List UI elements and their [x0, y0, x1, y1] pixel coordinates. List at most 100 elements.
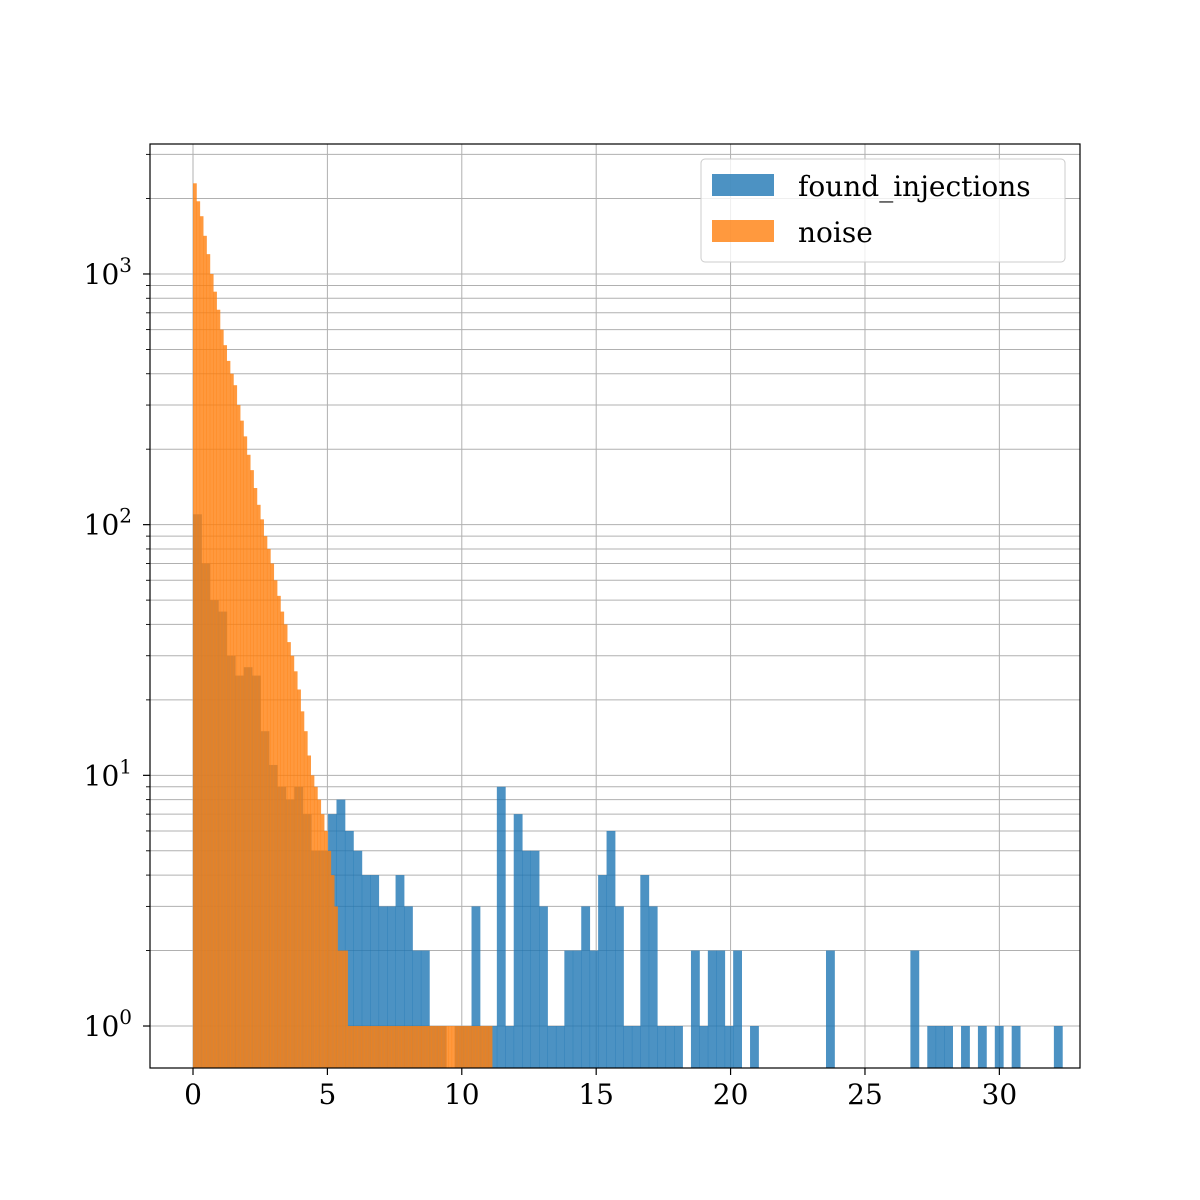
bar-noise-24: [273, 580, 278, 1068]
bar-noise-6: [213, 291, 217, 1068]
bar-noise-26: [280, 611, 285, 1068]
bar-noise-88: [488, 1026, 493, 1068]
bar-noise-20: [260, 519, 264, 1068]
bar-noise-75: [444, 1026, 449, 1068]
bar-noise-64: [408, 1026, 412, 1068]
legend-swatch-found-injections: [712, 174, 774, 196]
bar-noise-16: [246, 454, 251, 1068]
legend: found_injections noise: [700, 158, 1066, 263]
x-tick-label-3: 15: [578, 1078, 614, 1111]
bar-noise-86: [481, 1026, 486, 1068]
x-tick-label-6: 30: [982, 1078, 1018, 1111]
bar-noise-60: [394, 1026, 399, 1068]
bar-noise-45: [344, 950, 348, 1068]
bar-noise-84: [475, 1026, 479, 1068]
bar-noise-43: [337, 950, 342, 1068]
bar-noise-73: [438, 1026, 443, 1068]
bar-noise-58: [387, 1026, 392, 1068]
bar-found_injections-47: [589, 950, 599, 1068]
bar-noise-11: [229, 373, 234, 1068]
bar-found_injections-26: [412, 950, 422, 1068]
bar-noise-8: [219, 329, 224, 1069]
bar-found_injections-51: [623, 1026, 633, 1068]
x-tick-label-4: 20: [713, 1078, 749, 1111]
bars-noise: [193, 183, 493, 1069]
bar-noise-31: [297, 689, 301, 1068]
x-tick-label-0: 0: [184, 1078, 202, 1111]
bar-found_injections-42: [547, 1026, 557, 1068]
legend-label-noise: noise: [798, 216, 873, 249]
x-tick-label-2: 10: [444, 1078, 480, 1111]
bar-noise-7: [216, 309, 221, 1069]
legend-box: [700, 158, 1066, 263]
bar-noise-21: [263, 536, 268, 1068]
bar-found_injections-44: [564, 950, 574, 1068]
bar-found_injections-18: [344, 830, 354, 1068]
bar-noise-41: [330, 875, 335, 1068]
y-tick-label-2: 102: [84, 504, 132, 542]
bar-noise-9: [223, 345, 228, 1069]
bar-noise-55: [377, 1026, 382, 1068]
bar-noise-13: [236, 405, 241, 1068]
bar-noise-15: [243, 436, 248, 1068]
bar-found_injections-52: [631, 1026, 641, 1068]
bar-found_injections-64: [733, 950, 742, 1068]
bar-noise-40: [327, 850, 332, 1068]
bar-noise-1: [196, 201, 201, 1068]
bar-noise-82: [468, 1026, 473, 1068]
bar-noise-77: [451, 1026, 456, 1068]
bar-found_injections-88: [935, 1026, 945, 1068]
bar-noise-23: [270, 563, 275, 1068]
bar-found_injections-37: [505, 1026, 515, 1068]
bar-found_injections-61: [707, 950, 717, 1068]
bar-found_injections-55: [657, 1026, 667, 1068]
bar-found_injections-87: [927, 1026, 937, 1068]
bar-noise-30: [293, 671, 298, 1068]
plot-frame: [149, 143, 1081, 1069]
bar-noise-19: [256, 504, 261, 1068]
bar-noise-74: [441, 1026, 446, 1068]
bar-found_injections-23: [387, 906, 396, 1068]
bar-noise-66: [414, 1026, 419, 1068]
bar-noise-37: [317, 799, 322, 1068]
bar-found_injections-27: [420, 950, 430, 1068]
bar-found_injections-97: [1011, 1026, 1021, 1068]
bar-found_injections-50: [615, 906, 624, 1068]
bar-noise-87: [485, 1026, 490, 1068]
bar-noise-61: [397, 1026, 402, 1068]
bar-noise-32: [300, 711, 305, 1068]
bar-noise-50: [360, 1026, 365, 1068]
bar-noise-29: [290, 655, 295, 1068]
bar-noise-12: [233, 385, 238, 1068]
bar-found_injections-45: [572, 950, 582, 1068]
bar-noise-17: [250, 470, 254, 1068]
bar-noise-18: [253, 488, 258, 1068]
bar-found_injections-48: [598, 875, 607, 1068]
bar-found_injections-102: [1053, 1026, 1063, 1068]
bar-noise-0: [193, 183, 197, 1069]
bar-noise-48: [354, 1026, 359, 1068]
bar-found_injections-36: [496, 786, 506, 1068]
bar-found_injections-24: [395, 875, 405, 1068]
bar-noise-10: [226, 360, 231, 1068]
bar-noise-51: [364, 1026, 369, 1068]
bar-noise-78: [455, 1026, 459, 1068]
bar-noise-71: [431, 1026, 436, 1068]
bar-found_injections-49: [606, 830, 616, 1068]
bar-found_injections-91: [961, 1026, 970, 1068]
bar-found_injections-53: [640, 875, 650, 1068]
bar-noise-33: [303, 731, 308, 1068]
bar-found_injections-38: [513, 814, 523, 1068]
legend-label-found-injections: found_injections: [798, 170, 1031, 203]
bar-noise-83: [471, 1026, 476, 1068]
bar-noise-81: [465, 1026, 469, 1068]
bar-found_injections-46: [581, 906, 591, 1068]
bar-noise-68: [421, 1026, 426, 1068]
x-tick-label-1: 5: [318, 1078, 336, 1111]
bar-noise-14: [240, 420, 244, 1068]
x-tick-label-5: 25: [847, 1078, 883, 1111]
bar-noise-70: [428, 1026, 432, 1068]
bar-found_injections-35: [488, 1026, 498, 1068]
legend-swatch-noise: [712, 220, 774, 242]
